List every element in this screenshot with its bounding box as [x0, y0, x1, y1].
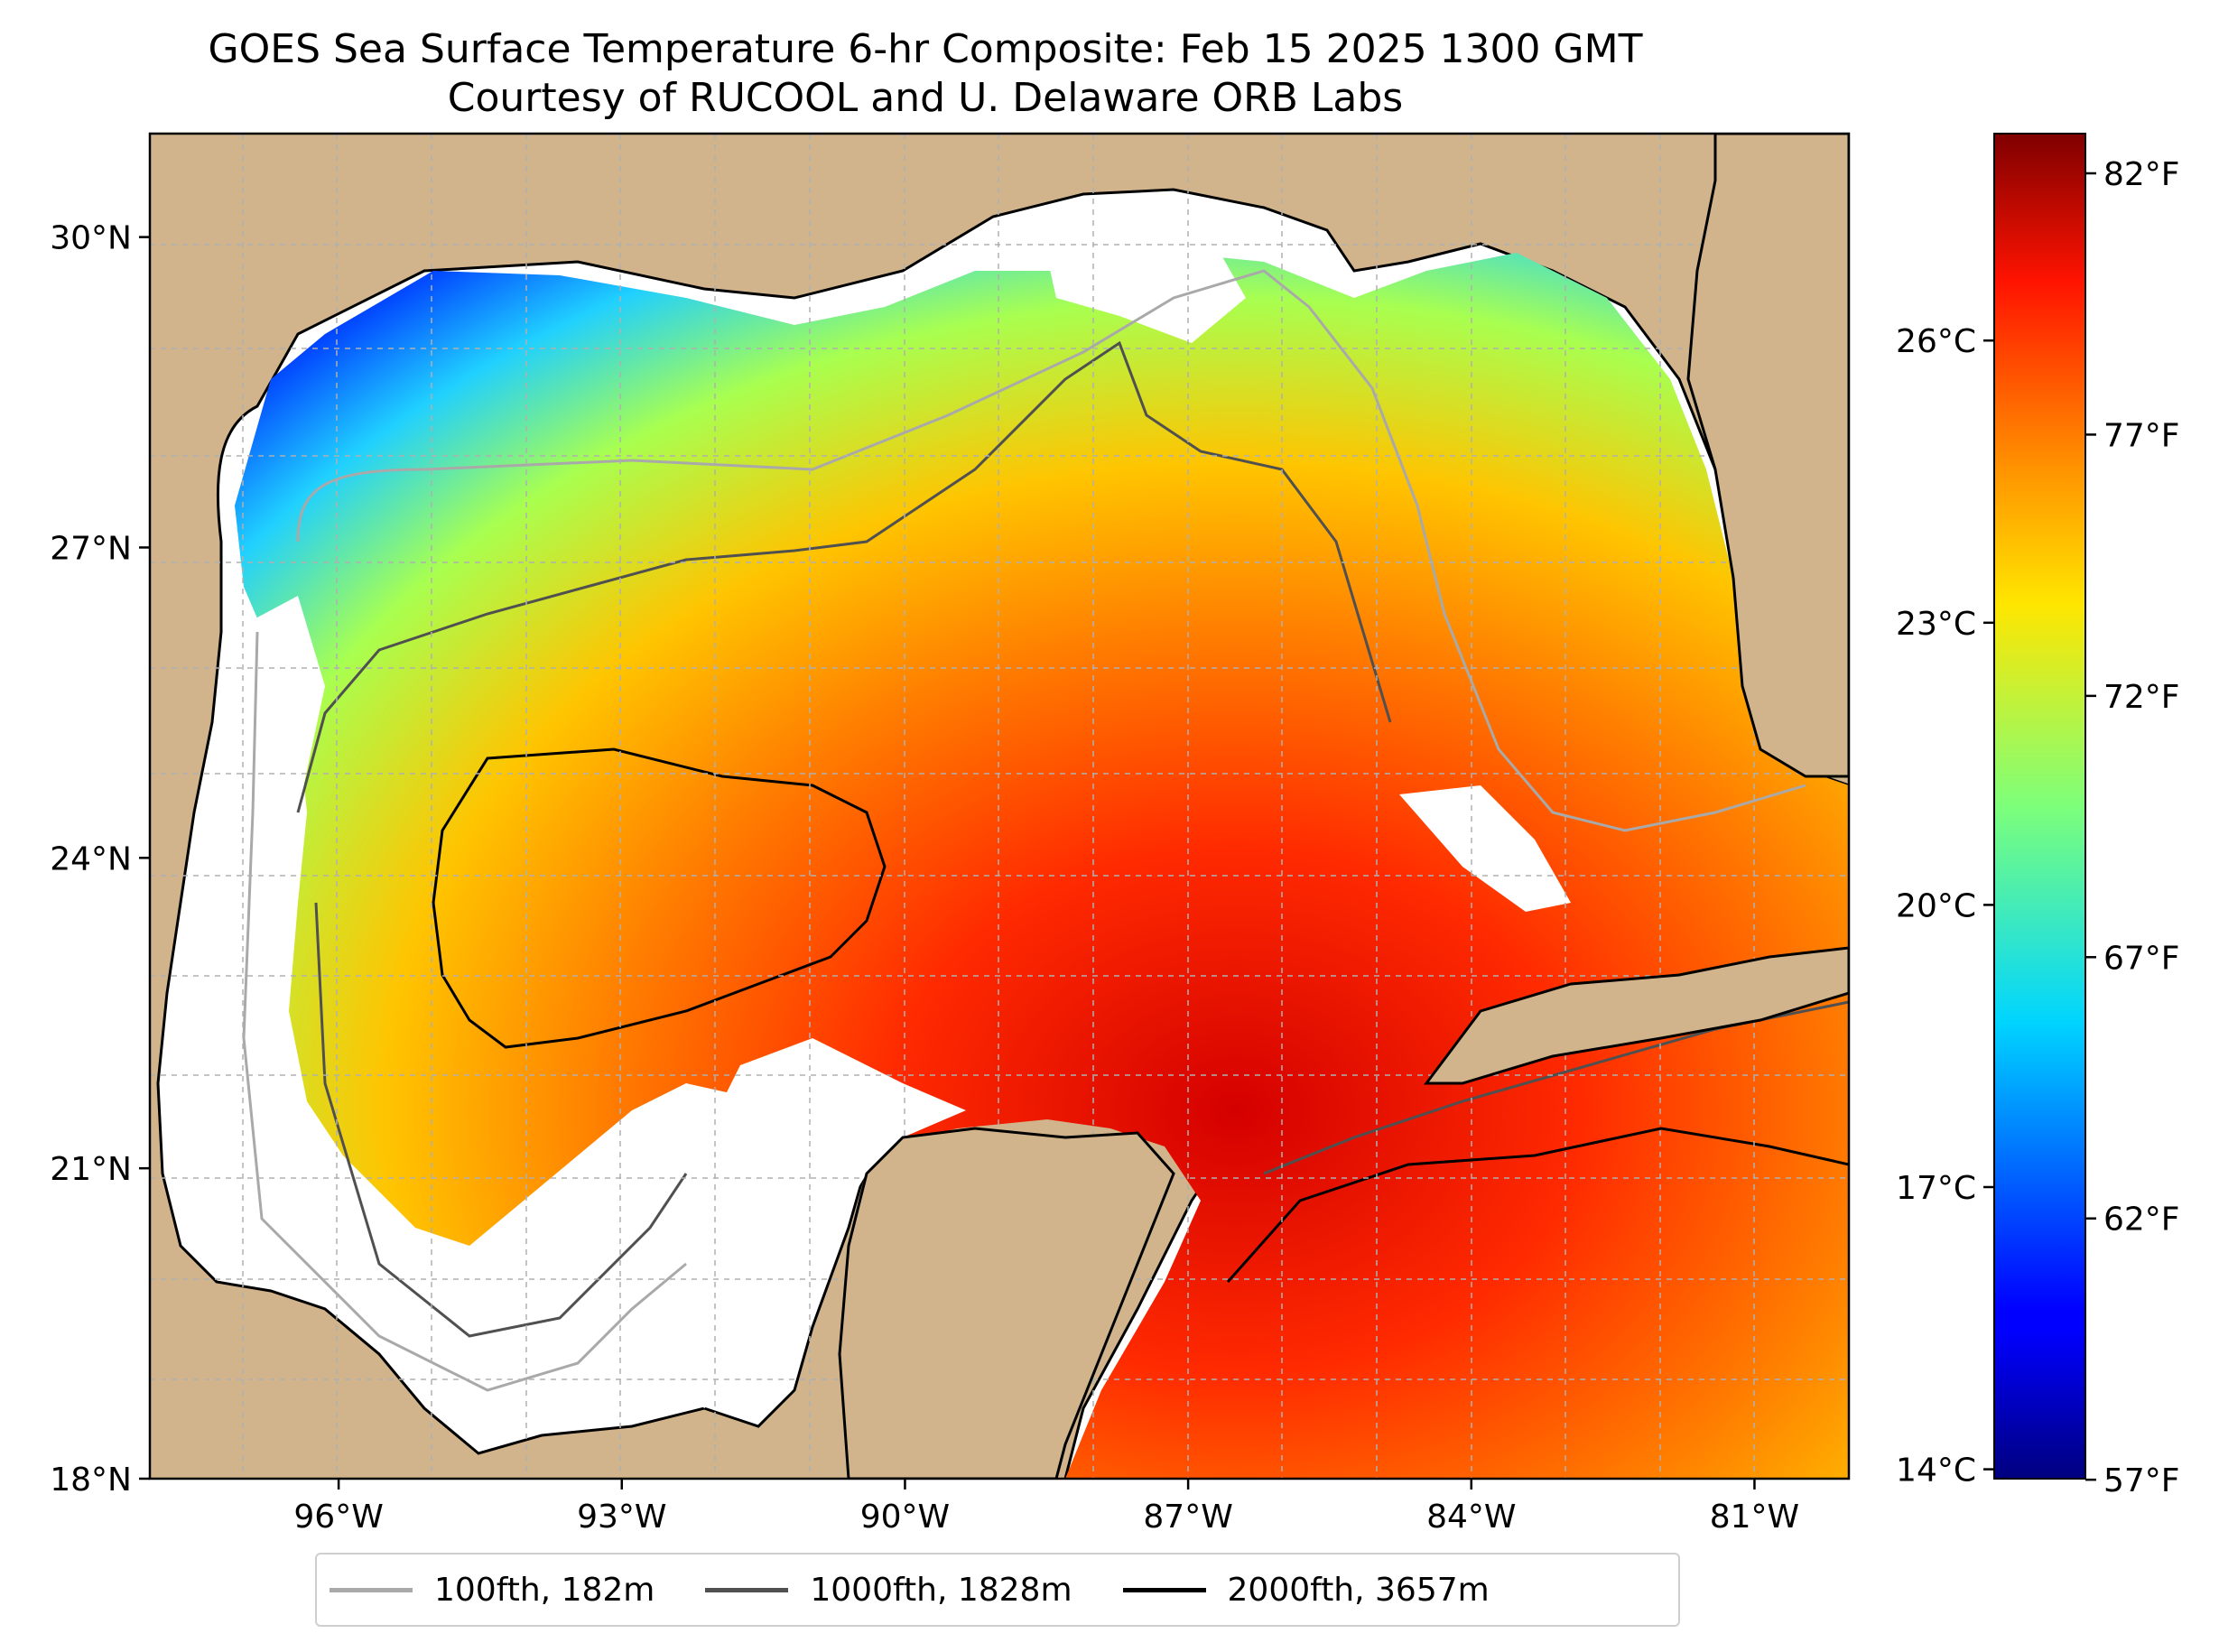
contour-100fth [242, 631, 687, 1392]
lat-tick-label: 21°N [50, 1151, 132, 1188]
sst-field [235, 253, 1849, 1479]
contour-1000fth [314, 902, 688, 1338]
legend-label: 1000fth, 1828m [810, 1571, 1072, 1609]
map-frame [148, 132, 1851, 1480]
colorbar-fahrenheit-ticks: 82°F 77°F 72°F 67°F 62°F 57°F [2085, 156, 2180, 1499]
title-line-2: Courtesy of RUCOOL and U. Delaware ORB L… [447, 75, 1404, 121]
contour-2000fth [1226, 1127, 1849, 1283]
land-yucatan [838, 1127, 1175, 1479]
lat-tick-label: 30°N [50, 220, 132, 257]
title-line-1: GOES Sea Surface Temperature 6-hr Compos… [208, 26, 1643, 72]
figure-title: GOES Sea Surface Temperature 6-hr Compos… [0, 25, 1851, 123]
no-data-patch [1038, 203, 1246, 343]
lon-tick-label: 81°W [1710, 1499, 1799, 1536]
contour-1000fth [296, 340, 1392, 813]
land-florida [1686, 134, 1849, 778]
no-data-patch [1399, 785, 1571, 912]
lon-tick-label: 84°W [1426, 1499, 1516, 1536]
lon-tick-label: 90°W [860, 1499, 950, 1536]
land-cuba [1424, 946, 1849, 1085]
legend-line-swatch [1122, 1587, 1206, 1592]
celsius-tick-label: 23°C [1896, 606, 1976, 643]
celsius-tick-label: 20°C [1896, 887, 1976, 924]
legend-item: 2000fth, 3657m [1122, 1571, 1490, 1609]
fahrenheit-tick-label: 62°F [2103, 1202, 2180, 1239]
colorbar [1993, 133, 2086, 1480]
legend-label: 100fth, 182m [434, 1571, 655, 1609]
lon-tick-label: 96°W [293, 1499, 383, 1536]
fahrenheit-tick-label: 67°F [2103, 940, 2180, 977]
fahrenheit-tick-label: 57°F [2103, 1462, 2180, 1499]
graticule [150, 134, 1849, 1479]
legend-item: 1000fth, 1828m [705, 1572, 1072, 1609]
map-area [150, 134, 1849, 1479]
colorbar-celsius-ticks: 26°C 23°C 20°C 17°C 14°C [1896, 323, 1994, 1490]
legend-line-swatch [330, 1587, 413, 1592]
celsius-tick-label: 17°C [1896, 1170, 1976, 1207]
lon-tick-label: 93°W [577, 1499, 666, 1536]
legend-line-swatch [705, 1587, 789, 1592]
longitude-ticks: 96°W 93°W 90°W 87°W 84°W 81°W [293, 1479, 1799, 1536]
legend-label: 2000fth, 3657m [1227, 1571, 1490, 1609]
latitude-ticks: 30°N 27°N 24°N 21°N 18°N [50, 220, 150, 1499]
contour-100fth [296, 269, 1806, 832]
contour-2000fth [432, 747, 887, 1049]
fahrenheit-tick-label: 77°F [2103, 417, 2180, 454]
lat-tick-label: 27°N [50, 530, 132, 567]
lat-tick-label: 24°N [50, 840, 132, 877]
legend-item: 100fth, 182m [330, 1572, 655, 1609]
lat-tick-label: 18°N [50, 1462, 132, 1499]
contour-legend: 100fth, 182m 1000fth, 1828m 2000fth, 3657m [315, 1553, 1680, 1627]
celsius-tick-label: 26°C [1896, 323, 1976, 360]
lon-tick-label: 87°W [1143, 1499, 1232, 1536]
celsius-tick-label: 14°C [1896, 1452, 1976, 1490]
fahrenheit-tick-label: 82°F [2103, 156, 2180, 193]
fahrenheit-tick-label: 72°F [2103, 679, 2180, 716]
